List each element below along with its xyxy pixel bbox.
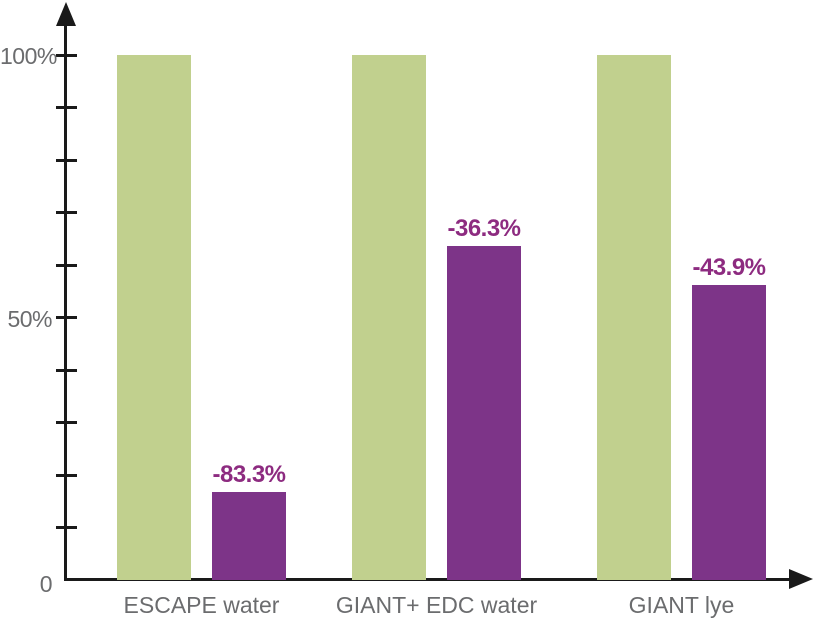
y-tick-label: 50% — [7, 305, 52, 332]
value-label: -36.3% — [447, 214, 521, 242]
reduced-bar — [212, 492, 286, 580]
y-axis-arrow-icon — [56, 2, 76, 26]
x-axis-arrow-icon — [789, 569, 813, 589]
y-tick-label: 0 — [39, 571, 53, 597]
y-axis-tick — [56, 473, 77, 477]
y-axis-tick — [56, 158, 77, 162]
y-axis-tick — [56, 106, 77, 109]
y-axis-tick — [56, 316, 77, 319]
baseline-bar — [352, 55, 426, 580]
y-axis-tick — [56, 368, 77, 372]
y-axis-tick — [56, 526, 77, 529]
y-axis-tick — [56, 421, 77, 424]
y-axis — [64, 16, 67, 580]
y-axis-tick — [56, 263, 77, 267]
baseline-bar — [117, 55, 191, 580]
category-label: GIANT+ EDC water — [335, 592, 538, 618]
value-label: -83.3% — [212, 461, 286, 489]
reduced-bar — [692, 285, 766, 580]
baseline-bar — [597, 55, 671, 580]
y-axis-tick — [56, 53, 77, 57]
y-axis-tick — [56, 211, 77, 214]
x-axis — [64, 578, 794, 581]
category-label: GIANT lye — [628, 592, 735, 618]
value-label: -43.9% — [692, 254, 766, 282]
y-tick-label: 100% — [0, 43, 57, 69]
reduced-bar — [447, 245, 521, 580]
category-label: ESCAPE water — [123, 592, 280, 618]
